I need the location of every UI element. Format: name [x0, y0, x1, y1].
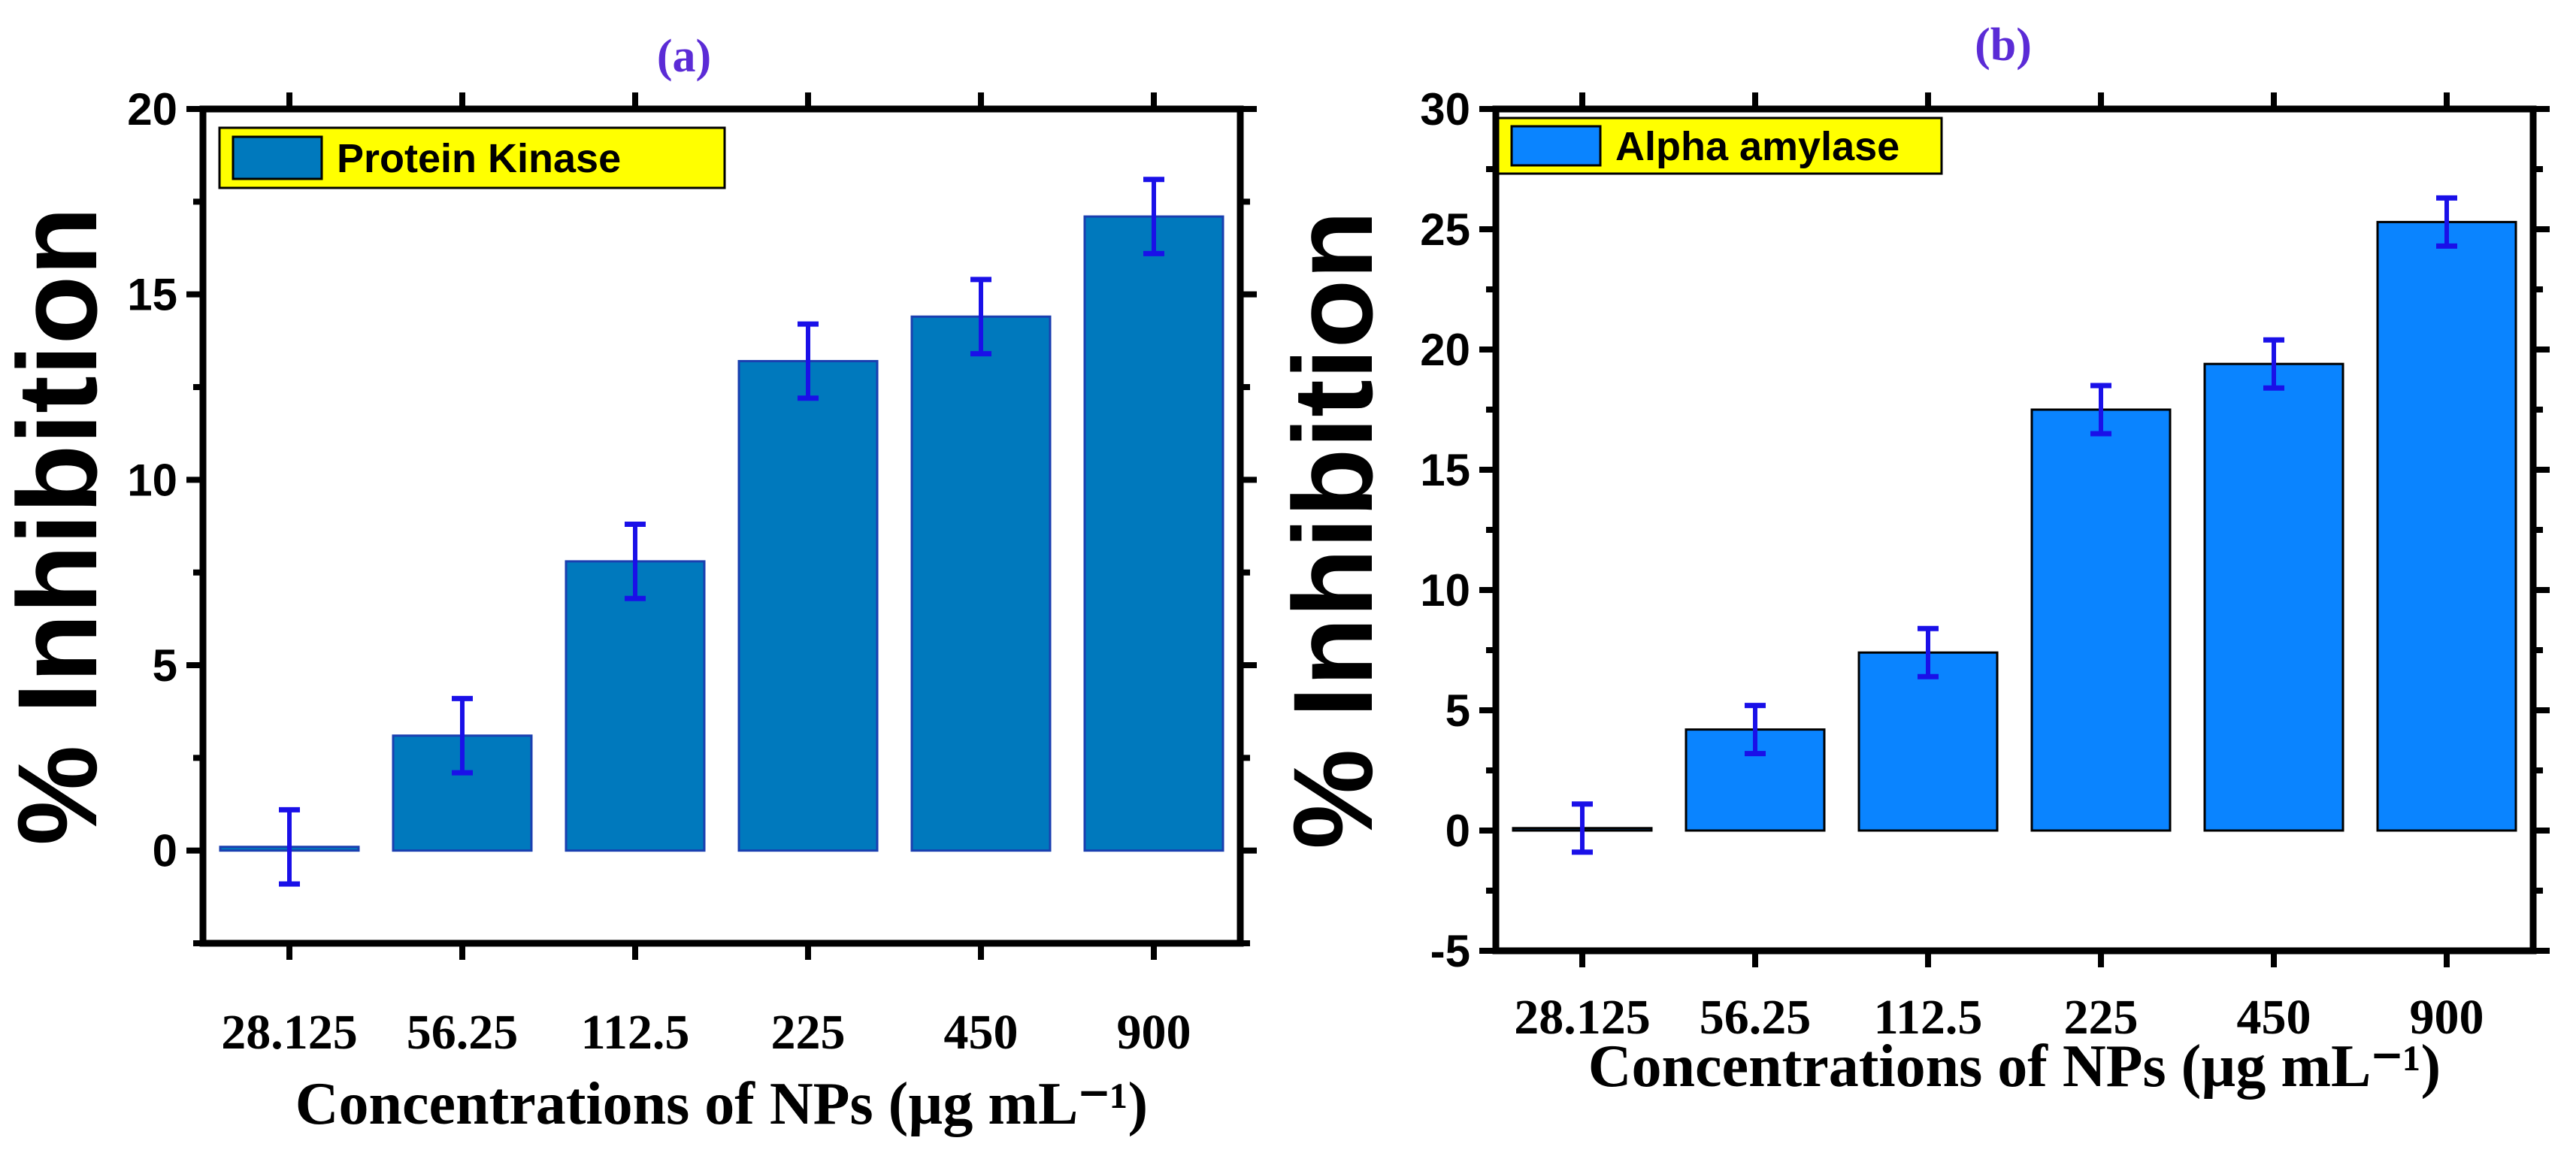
x-axis-title: Concentrations of NPs (µg mL⁻¹) — [295, 1071, 1148, 1137]
plot-frame — [199, 105, 1244, 947]
x-axis-title: Concentrations of NPs (µg mL⁻¹) — [1588, 1033, 2441, 1100]
legend-label: Protein Kinase — [337, 136, 621, 181]
y-tick-label: 15 — [1420, 445, 1470, 495]
x-tick-label: 56.25 — [407, 1005, 519, 1060]
bar — [2376, 220, 2517, 832]
y-tick-label: -5 — [1430, 926, 1470, 976]
y-tick-label: 20 — [127, 84, 177, 135]
panel-label: (a) — [657, 31, 711, 82]
x-tick-label: 112.5 — [1874, 990, 1983, 1045]
bar — [1857, 651, 1999, 832]
y-tick-label: 5 — [1445, 685, 1470, 736]
y-axis-title: % Inhibition — [0, 207, 120, 846]
legend-label: Alpha amylase — [1615, 124, 1899, 169]
legend-swatch — [232, 135, 323, 180]
chart-panel-a: (a) 28.125 56.25 112.5 225 450 900 0 5 10 15 20 Prot… — [0, 31, 1257, 1137]
x-tick-label: 28.125 — [221, 1005, 358, 1060]
y-axis-title: % Inhibition — [1270, 210, 1396, 849]
bar — [910, 315, 1052, 852]
x-tick-label: 112.5 — [581, 1005, 690, 1060]
x-tick-label: 56.25 — [1700, 990, 1812, 1045]
y-tick-label: 5 — [153, 640, 177, 691]
bar — [565, 560, 706, 852]
y-tick-label: 25 — [1420, 204, 1470, 255]
x-tick-label: 225 — [2064, 990, 2139, 1045]
bar — [2030, 408, 2172, 832]
y-tick-label: 0 — [153, 826, 177, 876]
y-tick-label: 10 — [127, 455, 177, 505]
x-tick-label: 450 — [944, 1005, 1019, 1060]
bar — [737, 359, 879, 852]
legend-swatch — [1510, 125, 1602, 167]
x-tick-label: 225 — [771, 1005, 846, 1060]
y-tick-label: 15 — [127, 270, 177, 320]
y-tick-label: 30 — [1420, 84, 1470, 135]
bar — [2203, 362, 2344, 832]
x-tick-label: 450 — [2237, 990, 2311, 1045]
chart-panel-b: (b) 28.125 56.25 112.5 225 450 900 -5 0 5 10 15 20 25… — [1270, 20, 2550, 1100]
y-tick-label: 20 — [1420, 325, 1470, 375]
y-tick-label: 0 — [1445, 806, 1470, 856]
panel-label: (b) — [1975, 20, 2032, 71]
x-tick-label: 900 — [2410, 990, 2484, 1045]
bar — [1083, 215, 1224, 852]
y-tick-label: 10 — [1420, 565, 1470, 616]
x-tick-label: 28.125 — [1514, 990, 1651, 1045]
bar — [1685, 728, 1826, 832]
x-tick-label: 900 — [1117, 1005, 1191, 1060]
